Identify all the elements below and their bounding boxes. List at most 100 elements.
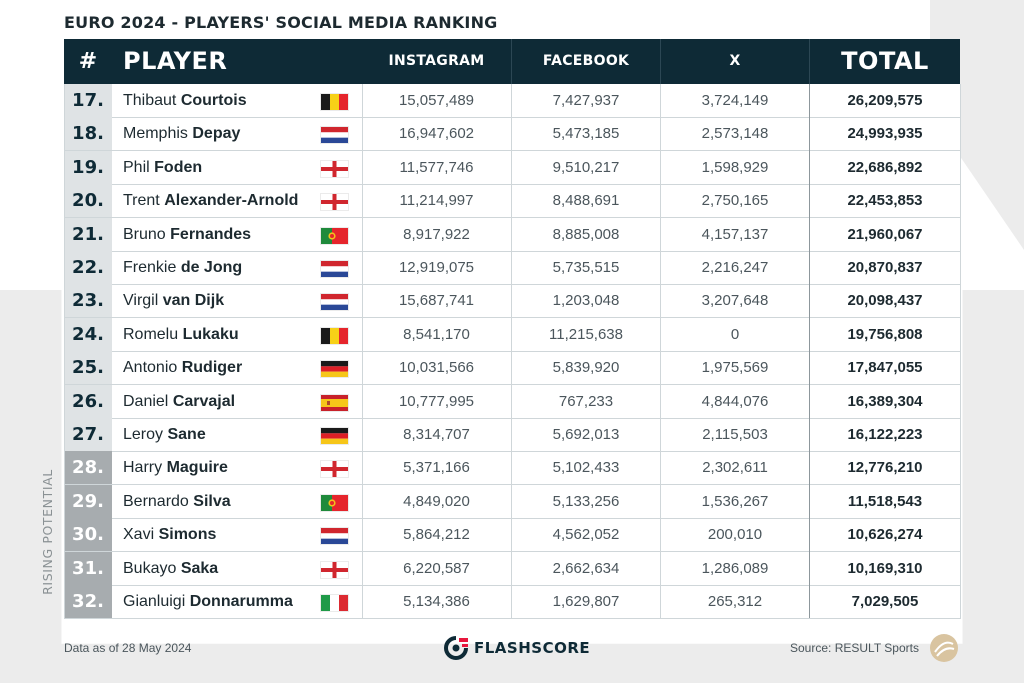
england-flag-icon bbox=[321, 160, 348, 177]
player-first-name: Virgil bbox=[123, 292, 159, 310]
x-cell: 1,536,267 bbox=[701, 492, 769, 510]
table-row: 17. Thibaut Courtois 15,057,489 7,427,937 3,… bbox=[64, 84, 960, 118]
player-last-name: Depay bbox=[192, 125, 241, 143]
player-last-name: Donnarumma bbox=[189, 593, 293, 610]
instagram-cell: 5,371,166 bbox=[403, 459, 470, 477]
table-header: # PLAYER INSTAGRAM FACEBOOK X TOTAL bbox=[64, 39, 960, 84]
rank-cell: 25. bbox=[64, 351, 112, 385]
player-last-name: Courtois bbox=[180, 92, 247, 109]
rank-cell: 22. bbox=[64, 251, 112, 284]
player-last-name: van Dijk bbox=[162, 292, 225, 310]
belgium-flag-icon bbox=[321, 94, 348, 110]
instagram-cell: 10,031,566 bbox=[398, 359, 475, 377]
x-cell: 1,286,089 bbox=[701, 559, 769, 577]
rank-cell: 24. bbox=[64, 317, 112, 351]
total-cell: 11,518,543 bbox=[847, 492, 923, 510]
column-divider bbox=[809, 84, 810, 619]
instagram-cell: 11,577,746 bbox=[399, 158, 474, 176]
facebook-cell: 7,427,937 bbox=[552, 92, 620, 109]
player-name: Memphis Depay bbox=[123, 117, 240, 150]
x-cell: 2,302,611 bbox=[702, 459, 768, 477]
player-name: Bukayo Saka bbox=[123, 552, 218, 585]
flashscore-brand: FLASHSCORE bbox=[474, 639, 591, 657]
data-date-note: Data as of 28 May 2024 bbox=[64, 641, 192, 655]
player-first-name: Harry bbox=[123, 459, 163, 477]
instagram-cell: 4,849,020 bbox=[403, 492, 470, 510]
table-row: 23. Virgil van Dijk 15,687,741 1,203,048 3,2… bbox=[64, 284, 960, 319]
table-row: 26. Daniel Carvajal 10,777,995 767,233 4,844… bbox=[64, 384, 960, 419]
player-name: Frenkie de Jong bbox=[123, 251, 242, 284]
total-cell: 22,453,853 bbox=[847, 192, 923, 210]
result-sports-logo-icon bbox=[930, 634, 958, 662]
x-cell: 2,216,247 bbox=[701, 259, 769, 276]
facebook-cell: 1,629,807 bbox=[552, 593, 620, 610]
player-first-name: Romelu bbox=[123, 325, 179, 343]
facebook-cell: 8,885,008 bbox=[552, 225, 620, 243]
netherlands-flag-icon bbox=[321, 127, 348, 144]
player-first-name: Leroy bbox=[123, 426, 164, 443]
spain-flag-icon bbox=[321, 394, 348, 411]
player-name: Daniel Carvajal bbox=[123, 385, 235, 418]
player-name: Antonio Rudiger bbox=[123, 351, 242, 384]
rank-cell: 29. bbox=[64, 484, 112, 518]
flashscore-logo-icon bbox=[444, 636, 468, 660]
x-cell: 2,573,148 bbox=[701, 125, 769, 143]
x-cell: 2,750,165 bbox=[701, 192, 769, 210]
portugal-flag-icon bbox=[321, 494, 348, 511]
total-cell: 26,209,575 bbox=[847, 92, 923, 109]
player-first-name: Trent bbox=[123, 192, 160, 210]
player-first-name: Phil bbox=[123, 158, 150, 176]
player-last-name: de Jong bbox=[180, 259, 243, 276]
england-flag-icon bbox=[321, 194, 348, 211]
x-cell: 4,157,137 bbox=[701, 225, 769, 243]
facebook-cell: 767,233 bbox=[558, 392, 614, 410]
rank-cell: 18. bbox=[64, 117, 112, 151]
player-name: Virgil van Dijk bbox=[123, 284, 224, 317]
facebook-cell: 4,562,052 bbox=[552, 526, 620, 544]
total-cell: 10,169,310 bbox=[847, 559, 923, 577]
facebook-cell: 5,735,515 bbox=[552, 259, 620, 276]
instagram-cell: 10,777,995 bbox=[398, 392, 475, 410]
player-name: Thibaut Courtois bbox=[123, 84, 247, 117]
portugal-flag-icon bbox=[321, 227, 348, 244]
rank-cell: 26. bbox=[64, 384, 112, 418]
player-first-name: Gianluigi bbox=[123, 593, 186, 610]
header-divider bbox=[809, 39, 810, 84]
table-row: 32. Gianluigi Donnarumma 5,134,386 1,629,80… bbox=[64, 585, 960, 619]
player-first-name: Bernardo bbox=[123, 492, 189, 510]
x-cell: 265,312 bbox=[707, 593, 763, 610]
rank-cell: 20. bbox=[64, 184, 112, 218]
total-cell: 19,756,808 bbox=[847, 325, 923, 343]
player-name: Bruno Fernandes bbox=[123, 218, 251, 251]
player-last-name: Simons bbox=[158, 526, 217, 544]
instagram-cell: 5,864,212 bbox=[403, 526, 470, 544]
instagram-cell: 12,919,075 bbox=[398, 259, 475, 276]
player-last-name: Saka bbox=[180, 559, 219, 577]
x-cell: 1,975,569 bbox=[701, 359, 769, 377]
table-row: 31. Bukayo Saka 6,220,587 2,662,634 1,286,08… bbox=[64, 551, 960, 586]
facebook-cell: 9,510,217 bbox=[552, 158, 620, 176]
x-cell: 4,844,076 bbox=[701, 392, 769, 410]
header-rank: # bbox=[78, 49, 98, 74]
facebook-cell: 5,473,185 bbox=[552, 125, 620, 143]
player-name: Leroy Sane bbox=[123, 418, 206, 451]
rank-cell: 17. bbox=[64, 84, 112, 117]
netherlands-flag-icon bbox=[321, 294, 348, 311]
total-cell: 20,870,837 bbox=[847, 259, 923, 276]
player-last-name: Silva bbox=[193, 492, 231, 510]
header-x: X bbox=[729, 53, 741, 69]
instagram-cell: 6,220,587 bbox=[403, 559, 470, 577]
table-row: 18. Memphis Depay 16,947,602 5,473,185 2,573… bbox=[64, 117, 960, 152]
player-name: Bernardo Silva bbox=[123, 485, 231, 518]
player-last-name: Carvajal bbox=[172, 392, 236, 410]
rank-cell: 23. bbox=[64, 284, 112, 318]
total-cell: 16,389,304 bbox=[847, 392, 923, 410]
x-cell: 3,207,648 bbox=[701, 292, 769, 310]
x-cell: 200,010 bbox=[707, 526, 763, 544]
total-cell: 20,098,437 bbox=[847, 292, 923, 310]
total-cell: 12,776,210 bbox=[847, 459, 923, 477]
table-row: 19. Phil Foden 11,577,746 9,510,217 1,598,92… bbox=[64, 150, 960, 185]
facebook-cell: 11,215,638 bbox=[549, 325, 623, 343]
table-row: 29. Bernardo Silva 4,849,020 5,133,256 1,536… bbox=[64, 484, 960, 519]
england-flag-icon bbox=[321, 461, 348, 478]
